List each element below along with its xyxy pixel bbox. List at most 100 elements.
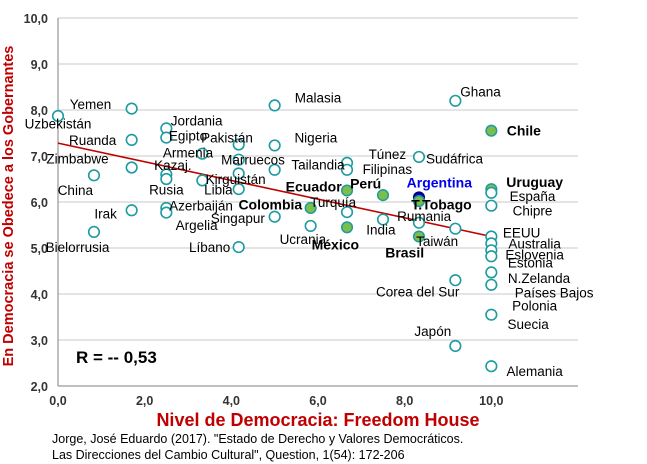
point-per-2	[376, 189, 390, 202]
source-citation-line-2: Las Direcciones del Cambio Cultural", Qu…	[52, 448, 405, 462]
label-rusia: Rusia	[149, 183, 184, 198]
point-nigeria	[268, 139, 281, 152]
point-egipto	[160, 131, 173, 144]
label-turqu-a: Turquía	[310, 195, 357, 210]
label-jordania: Jordania	[171, 114, 223, 129]
label-n-zelanda: N.Zelanda	[508, 271, 571, 286]
data-points	[51, 94, 498, 373]
label-estonia: Estonia	[508, 256, 554, 271]
y-tick-label: 6,0	[31, 196, 48, 210]
label-taiw-n: Taiwán	[416, 234, 458, 249]
x-tick-label: 0,0	[49, 394, 66, 408]
label-ucrania: Ucrania	[280, 232, 327, 247]
point-ghana	[449, 94, 462, 107]
label-corea-del-sur: Corea del Sur	[376, 285, 460, 300]
point-sud-frica	[412, 150, 426, 164]
y-axis-title: En Democracia se Obedece a los Gobernant…	[1, 46, 16, 367]
x-tick-label: 6,0	[309, 394, 326, 408]
label-china: China	[58, 183, 94, 198]
point-ecuador	[304, 201, 317, 215]
x-tick-label: 4,0	[223, 394, 240, 408]
label-azerbaij-n: Azerbaiján	[169, 199, 233, 214]
point-kirguist-n	[232, 167, 245, 180]
point-chile	[485, 124, 498, 137]
point-chipre	[485, 199, 498, 212]
y-tick-label: 10,0	[24, 12, 48, 26]
label-chile: Chile	[507, 123, 541, 139]
y-tick-label: 7,0	[31, 150, 48, 164]
label-yemen: Yemen	[70, 97, 112, 112]
point-colombia	[268, 210, 281, 223]
label-ecuador: Ecuador	[286, 178, 343, 194]
axes: 2,03,04,05,06,07,08,09,010,00,0 2,0 4,0 6,0…	[24, 12, 578, 408]
point-ucrania	[304, 219, 317, 233]
label-singapur: Singapur	[211, 211, 266, 226]
point-l-bano	[232, 240, 245, 254]
label-india: India	[366, 223, 396, 238]
label-eeuu: EEUU	[503, 225, 541, 240]
point-armenia	[196, 147, 209, 160]
y-tick-label: 4,0	[31, 288, 48, 302]
point-per-	[340, 184, 354, 197]
label-rumania: Rumania	[397, 209, 452, 224]
point-rumania	[412, 216, 426, 229]
label-kirguist-n: Kirguistán	[206, 172, 266, 187]
point-espa-a	[485, 186, 498, 199]
label-australia: Australia	[508, 236, 561, 251]
point-suecia	[485, 308, 498, 321]
label-pa-ses-bajos: Países Bajos	[515, 286, 594, 301]
label-t-tobago: T.Tobago	[411, 196, 471, 212]
point-m-xico	[340, 221, 354, 234]
label-m-xico: México	[312, 236, 359, 252]
point-argelia	[160, 206, 173, 219]
label-ruanda: Ruanda	[69, 133, 117, 148]
point-tailandia	[268, 163, 281, 176]
label-malasia: Malasia	[295, 91, 342, 106]
label-chipre: Chipre	[513, 203, 553, 218]
label-t-nez: Túnez	[369, 147, 407, 162]
point-uzbekist-n	[51, 109, 65, 123]
label-tailandia: Tailandia	[291, 157, 345, 172]
point-singapur	[232, 183, 245, 196]
y-tick-label: 9,0	[31, 58, 48, 72]
label-uruguay: Uruguay	[506, 174, 563, 190]
x-axis-title: Nivel de Democracia: Freedom House	[156, 410, 480, 430]
label-colombia: Colombia	[238, 196, 302, 212]
label-alemania: Alemania	[507, 364, 564, 379]
label-egipto: Egipto	[169, 128, 207, 143]
label-irak: Irak	[94, 207, 117, 222]
label-brasil: Brasil	[385, 245, 424, 261]
label-libia: Libia	[204, 183, 233, 198]
point-estonia	[485, 250, 498, 263]
x-tick-label: 8,0	[396, 394, 413, 408]
point-pa-ses-bajos	[485, 278, 498, 291]
source-citation-line-1: Jorge, José Eduardo (2017). "Estado de D…	[52, 432, 464, 446]
point-bielorrusia	[87, 225, 101, 238]
label-bielorrusia: Bielorrusia	[46, 240, 110, 255]
label-argentina: Argentina	[407, 175, 473, 191]
point-zimbabwe	[125, 161, 138, 174]
label-eslovenia: Eslovenia	[505, 247, 564, 262]
y-tick-label: 2,0	[31, 380, 48, 394]
label-kazaj-: Kazaj.	[154, 158, 192, 173]
point-india	[376, 213, 390, 226]
label-jap-n: Japón	[414, 324, 451, 339]
point-pakist-n	[232, 138, 245, 151]
point-brasil	[412, 230, 426, 243]
point-corea-del-sur	[449, 274, 462, 287]
point-irak	[125, 204, 138, 217]
x-tick-label: 2,0	[136, 394, 153, 408]
x-tick-label: 10,0	[479, 394, 503, 408]
label-armenia: Armenia	[163, 145, 214, 160]
y-tick-label: 3,0	[31, 334, 48, 348]
label-polonia: Polonia	[512, 299, 558, 314]
label-sud-frica: Sudáfrica	[426, 151, 484, 166]
point-china	[87, 169, 101, 182]
point-ruanda	[125, 133, 138, 146]
label-ghana: Ghana	[460, 85, 501, 100]
label-pakist-n: Pakistán	[201, 131, 253, 146]
point-turqu-a	[340, 206, 354, 219]
point-filipinas	[340, 163, 354, 176]
